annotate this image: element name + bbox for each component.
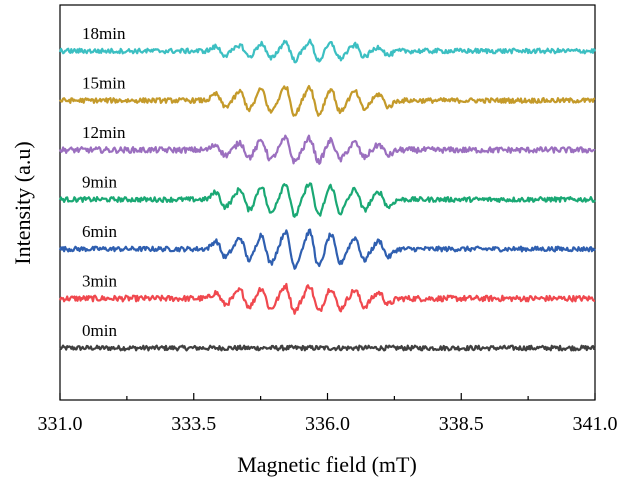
series-label-layer: 0min 3min 6min 9min 12min 15min 18min — [82, 24, 126, 340]
x-tick-label-0: 331.0 — [38, 413, 83, 435]
y-axis-title: Intensity (a.u) — [10, 141, 35, 264]
x-tick-label-1: 333.5 — [171, 413, 216, 435]
series-label-18min: 18min — [82, 24, 126, 43]
x-tick-label-3: 338.5 — [439, 413, 484, 435]
x-tick-label-2: 336.0 — [305, 413, 350, 435]
series-line-18min — [58, 38, 597, 64]
series-label-6min: 6min — [82, 222, 117, 241]
x-tick-layer: 331.0 333.5 336.0 338.5 341.0 — [38, 393, 618, 435]
series-line-3min — [58, 282, 596, 315]
series-label-9min: 9min — [82, 173, 117, 192]
series-label-3min: 3min — [82, 272, 117, 291]
series-label-12min: 12min — [82, 123, 126, 142]
x-axis-title: Magnetic field (mT) — [237, 452, 417, 477]
series-layer — [58, 38, 597, 352]
series-label-0min: 0min — [82, 321, 117, 340]
series-line-12min — [58, 134, 596, 165]
series-line-9min — [58, 182, 596, 218]
series-label-15min: 15min — [82, 74, 126, 93]
x-tick-label-4: 341.0 — [573, 413, 618, 435]
series-line-15min — [59, 84, 596, 117]
series-line-0min — [59, 344, 596, 352]
series-line-6min — [58, 228, 596, 270]
